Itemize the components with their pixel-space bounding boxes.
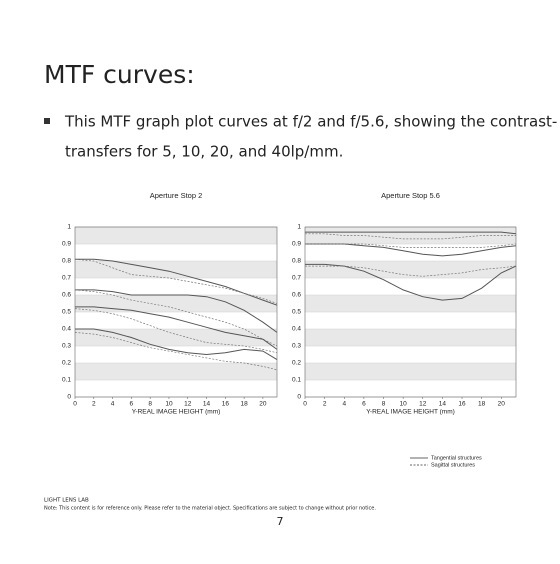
mtf-curve xyxy=(74,258,278,304)
x-tick-label: 6 xyxy=(362,401,366,408)
grid-band xyxy=(305,227,516,244)
mtf-curve xyxy=(305,231,517,235)
y-tick-label: 0.9 xyxy=(62,241,71,248)
page-number: 7 xyxy=(277,515,284,528)
y-tick-label: 0.6 xyxy=(62,292,71,299)
y-tick-label: 1 xyxy=(297,224,301,231)
grid-band xyxy=(75,227,277,244)
y-tick-label: 0.1 xyxy=(62,377,71,384)
y-tick-label: 0 xyxy=(67,394,71,401)
y-tick-label: 0.3 xyxy=(292,343,301,350)
y-tick-label: 0.9 xyxy=(292,241,301,248)
x-tick-label: 4 xyxy=(342,401,346,408)
x-tick-label: 18 xyxy=(240,401,248,408)
y-tick-label: 0.7 xyxy=(62,275,71,282)
bullet-line: transfers for 5, 10, 20, and 40lp/mm. xyxy=(65,143,343,161)
mtf-curve xyxy=(74,289,278,347)
x-tick-label: 4 xyxy=(111,401,115,408)
y-tick-label: 0.4 xyxy=(62,326,71,333)
chart-title: Aperture Stop 5.6 xyxy=(381,191,440,200)
bullet-line: This MTF graph plot curves at f/2 and f/… xyxy=(64,113,557,131)
mtf-curve xyxy=(75,328,278,361)
mtf-curve xyxy=(75,306,278,350)
grid-band xyxy=(75,363,277,380)
mtf-curve xyxy=(305,233,516,240)
footer-brand: LIGHT LENS LAB xyxy=(44,498,89,504)
bullet-marker xyxy=(44,118,50,124)
y-tick-label: 1 xyxy=(67,224,71,231)
y-tick-label: 0.2 xyxy=(292,360,301,367)
x-tick-label: 10 xyxy=(165,401,173,408)
mtf-curve xyxy=(305,243,517,248)
y-tick-label: 0.5 xyxy=(62,309,71,316)
x-tick-label: 14 xyxy=(203,401,211,408)
y-tick-label: 0.8 xyxy=(292,258,301,265)
y-tick-label: 0 xyxy=(297,394,301,401)
mtf-curve xyxy=(75,289,278,333)
y-tick-label: 0.7 xyxy=(292,275,301,282)
x-tick-label: 2 xyxy=(323,401,327,408)
footer-note: Note: This content is for reference only… xyxy=(44,506,376,512)
y-tick-label: 0.5 xyxy=(292,309,301,316)
x-tick-label: 8 xyxy=(382,401,386,408)
x-tick-label: 6 xyxy=(130,401,134,408)
grid-band xyxy=(305,329,516,346)
grid-band xyxy=(305,261,516,278)
x-tick-label: 12 xyxy=(419,401,427,408)
legend-label: Sagittal structures xyxy=(431,462,475,468)
grid-band xyxy=(75,295,277,312)
x-tick-label: 20 xyxy=(498,401,506,408)
x-tick-label: 2 xyxy=(92,401,96,408)
mtf-curve xyxy=(74,332,278,371)
plot-frame xyxy=(304,226,517,398)
x-tick-label: 16 xyxy=(458,401,466,408)
chart-title: Aperture Stop 2 xyxy=(150,191,203,200)
x-tick-label: 8 xyxy=(148,401,152,408)
y-tick-label: 0.4 xyxy=(292,326,301,333)
y-tick-label: 0.3 xyxy=(62,343,71,350)
page-title: MTF curves: xyxy=(44,60,195,89)
grid-band xyxy=(75,329,277,346)
plot-frame xyxy=(74,226,278,398)
x-tick-label: 16 xyxy=(222,401,230,408)
grid-band xyxy=(75,261,277,278)
x-tick-label: 12 xyxy=(184,401,192,408)
x-tick-label: 18 xyxy=(478,401,486,408)
y-tick-label: 0.6 xyxy=(292,292,301,299)
y-tick-label: 0.2 xyxy=(62,360,71,367)
x-axis-label: Y-REAL IMAGE HEIGHT (mm) xyxy=(366,409,455,416)
y-tick-label: 0.8 xyxy=(62,258,71,265)
x-axis-label: Y-REAL IMAGE HEIGHT (mm) xyxy=(132,409,221,416)
mtf-curve xyxy=(305,265,517,277)
grid-band xyxy=(305,363,516,380)
x-tick-label: 20 xyxy=(259,401,267,408)
x-tick-label: 0 xyxy=(73,401,77,408)
x-tick-label: 0 xyxy=(303,401,307,408)
x-tick-label: 14 xyxy=(439,401,447,408)
legend-label: Tangential structures xyxy=(431,455,482,461)
grid-band xyxy=(305,295,516,312)
y-tick-label: 0.1 xyxy=(292,377,301,384)
x-tick-label: 10 xyxy=(400,401,408,408)
